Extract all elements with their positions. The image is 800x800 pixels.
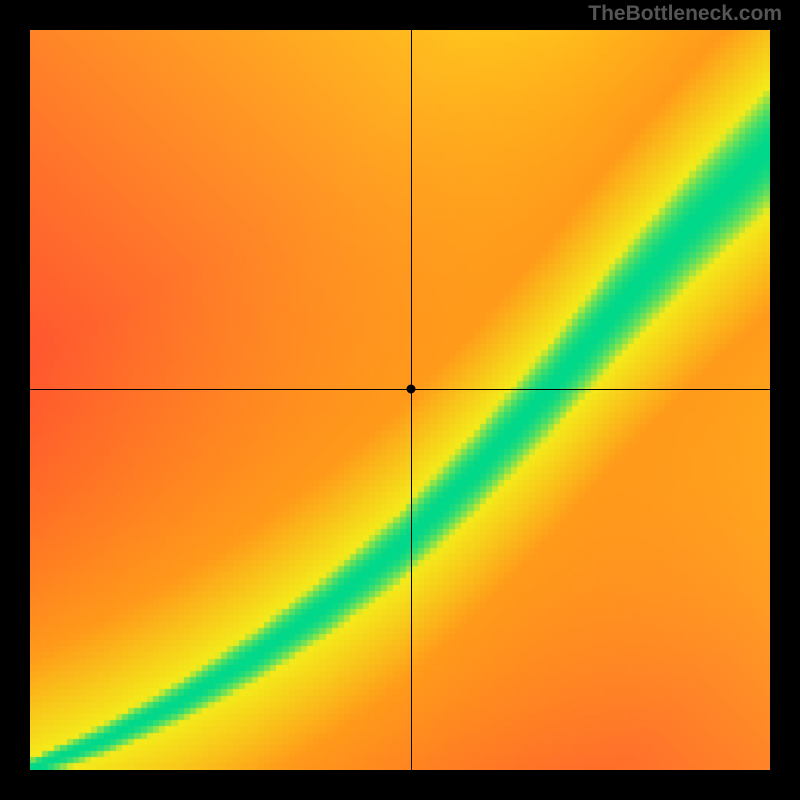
crosshair-horizontal (30, 389, 770, 390)
watermark-text: TheBottleneck.com (588, 2, 782, 26)
crosshair-vertical (411, 30, 412, 770)
chart-container: TheBottleneck.com (0, 0, 800, 800)
heatmap-canvas (30, 30, 770, 770)
plot-area (30, 30, 770, 770)
crosshair-dot (407, 384, 416, 393)
